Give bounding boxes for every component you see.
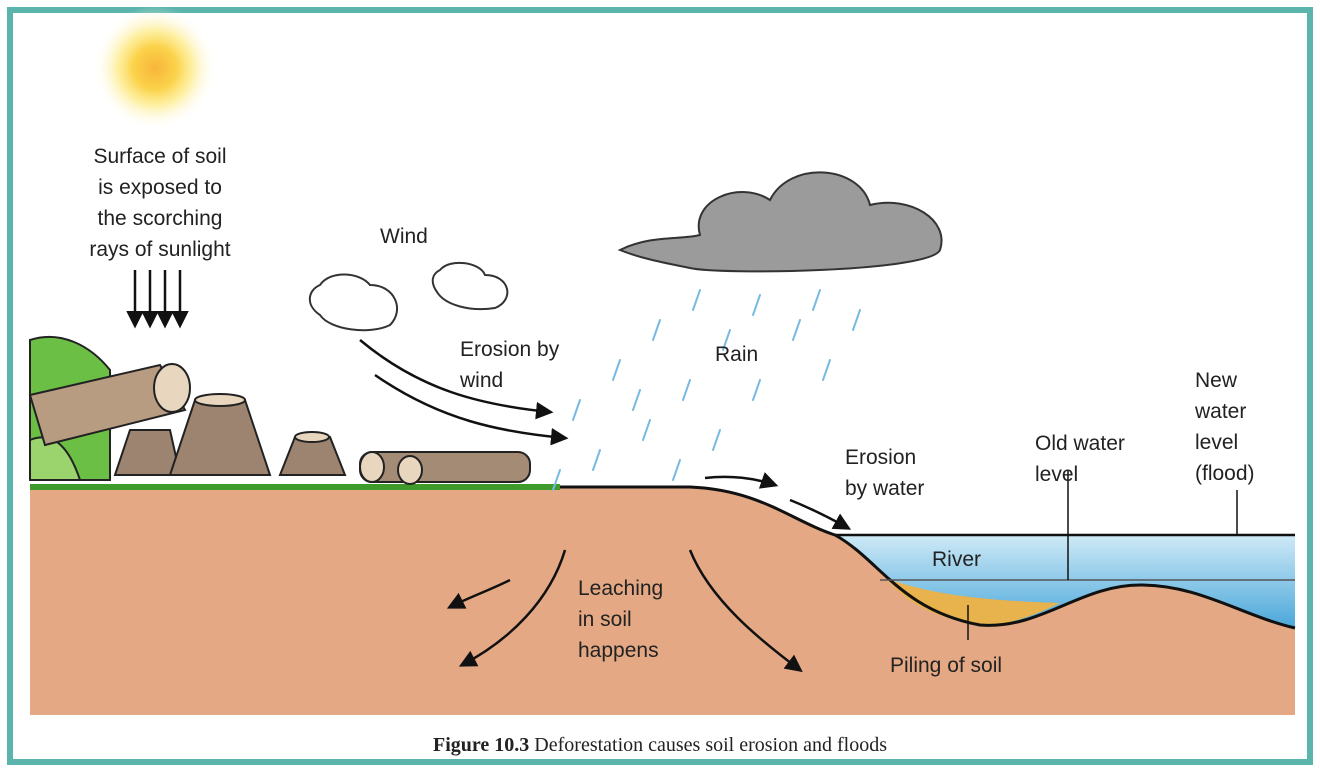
label: Old water: [1035, 432, 1125, 455]
caption-text: Deforestation causes soil erosion and fl…: [534, 734, 887, 756]
caption-number: Figure 10.3: [433, 734, 529, 756]
label: happens: [578, 639, 659, 662]
label: New: [1195, 369, 1238, 392]
label: Surface of soil: [93, 145, 226, 168]
label: Erosion by: [460, 338, 560, 361]
label: rays of sunlight: [89, 238, 230, 261]
label: Erosion: [845, 446, 916, 469]
label: Rain: [715, 343, 758, 366]
sun: [93, 6, 217, 130]
label: water: [1194, 400, 1246, 423]
label: in soil: [578, 608, 632, 631]
label: Leaching: [578, 577, 663, 600]
label: is exposed to: [98, 176, 222, 199]
label: River: [932, 548, 981, 571]
label: by water: [845, 477, 924, 500]
label: wind: [459, 369, 503, 392]
caption: Figure 10.3 Deforestation causes soil er…: [433, 734, 887, 756]
label: level: [1195, 431, 1238, 454]
label: Wind: [380, 225, 428, 248]
label: (flood): [1195, 462, 1255, 485]
label: the scorching: [98, 207, 223, 230]
diagram: Surface of soil is exposed to the scorch…: [0, 0, 1320, 772]
label: Piling of soil: [890, 654, 1002, 677]
label: level: [1035, 463, 1078, 486]
